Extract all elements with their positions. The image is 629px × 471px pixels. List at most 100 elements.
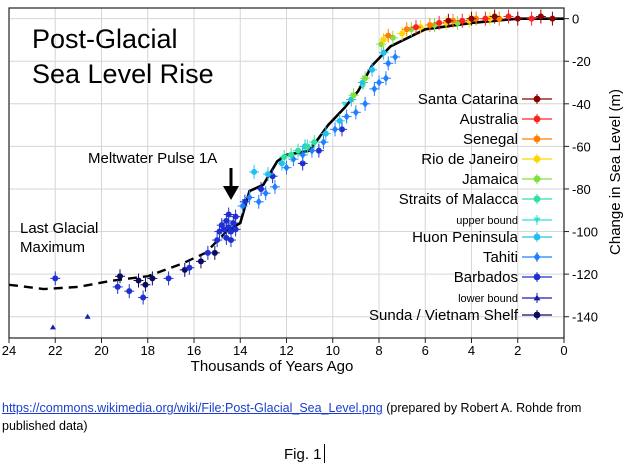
data-point — [311, 139, 318, 146]
data-point — [459, 17, 466, 24]
legend-label: Rio de Janeiro — [421, 151, 518, 168]
legend-marker-icon — [533, 155, 541, 163]
data-point — [186, 264, 193, 271]
y-tick-label: -80 — [572, 182, 591, 197]
trend-dashed-line — [8, 230, 228, 291]
legend-label: Australia — [460, 111, 519, 128]
legend-label: Senegal — [463, 131, 518, 148]
source-link[interactable]: https://commons.wikimedia.org/wiki/File:… — [2, 401, 383, 415]
x-tick-label: 6 — [422, 343, 429, 358]
x-tick-label: 24 — [2, 343, 16, 358]
last-glacial-maximum-label-line-1: Last Glacial — [20, 220, 98, 237]
legend-label: Tahiti — [483, 249, 518, 266]
data-point — [246, 193, 253, 202]
data-point — [445, 17, 452, 24]
data-point — [549, 15, 556, 22]
x-tick-label: 2 — [514, 343, 521, 358]
x-tick-label: 14 — [233, 343, 247, 358]
data-point — [269, 173, 276, 180]
legend-label: Huon Peninsula — [412, 229, 519, 246]
data-point — [336, 117, 343, 124]
data-point — [339, 126, 345, 133]
legend-marker-icon — [533, 294, 541, 301]
text-cursor — [323, 444, 325, 463]
legend-marker-icon — [533, 311, 541, 319]
legend-marker-icon — [533, 175, 541, 183]
data-point — [315, 147, 322, 154]
y-tick-label: -60 — [572, 139, 591, 154]
data-point — [142, 281, 149, 288]
legend-label: upper bound — [456, 215, 518, 227]
data-point — [197, 258, 204, 265]
legend-label: Sunda / Vietnam Shelf — [369, 307, 519, 324]
data-point — [232, 226, 239, 233]
data-points — [49, 9, 558, 330]
x-tick-label: 12 — [279, 343, 293, 358]
y-tick-label: -40 — [572, 97, 591, 112]
meltwater-pulse-arrow-icon — [223, 168, 239, 200]
y-tick-label: -20 — [572, 54, 591, 69]
data-point — [322, 130, 329, 137]
x-axis-ticks: 24 22 20 18 16 14 12 10 8 6 4 2 0 — [2, 338, 568, 358]
data-point — [258, 185, 265, 192]
data-point — [380, 49, 387, 56]
chart-title-line-1: Post-Glacial — [32, 24, 178, 54]
data-point — [114, 283, 121, 290]
data-point — [350, 92, 357, 99]
data-point — [382, 74, 389, 83]
data-point — [204, 249, 211, 256]
data-point — [308, 146, 315, 155]
data-point — [221, 226, 228, 233]
y-tick-label: -100 — [572, 225, 598, 240]
legend-label: Santa Catarina — [418, 91, 519, 108]
legend-marker-icon — [533, 135, 541, 143]
data-point — [299, 160, 306, 167]
data-point — [239, 202, 246, 210]
data-point — [214, 237, 221, 244]
data-point — [223, 234, 230, 241]
y-tick-label: -140 — [572, 310, 598, 325]
data-point — [140, 294, 147, 301]
data-point — [528, 15, 535, 22]
figure-label: Fig. 1 — [284, 444, 325, 463]
data-point — [299, 150, 306, 159]
data-point — [436, 19, 443, 26]
data-point — [332, 125, 339, 134]
legend-label: Jamaica — [462, 171, 519, 188]
data-point — [255, 197, 262, 206]
data-point — [262, 189, 269, 198]
data-point — [126, 288, 133, 295]
x-tick-label: 4 — [468, 343, 475, 358]
y-tick-label: -120 — [572, 267, 598, 282]
meltwater-pulse-label: Meltwater Pulse 1A — [88, 150, 217, 167]
legend-label: Straits of Malacca — [399, 191, 519, 208]
upper-bound-point — [359, 84, 366, 90]
data-point — [288, 151, 295, 158]
legend-marker-icon — [533, 273, 541, 281]
plot-background — [0, 0, 629, 395]
data-point — [281, 154, 288, 161]
data-point — [223, 217, 230, 224]
legend-marker-icon — [533, 233, 541, 241]
y-tick-label: 0 — [572, 12, 579, 27]
data-point — [228, 237, 234, 244]
data-point — [426, 22, 433, 29]
data-point — [468, 15, 475, 22]
data-point — [385, 32, 392, 39]
data-point — [228, 228, 234, 235]
data-point — [304, 143, 311, 150]
data-point — [491, 13, 498, 20]
legend-marker-icon — [533, 252, 541, 262]
legend-label: Barbados — [454, 269, 518, 286]
data-point — [211, 249, 218, 256]
lower-bound-point — [49, 324, 56, 330]
x-tick-label: 10 — [326, 343, 340, 358]
data-point — [343, 112, 350, 121]
chart-title-line-2: Sea Level Rise — [32, 59, 214, 89]
grid-lines — [8, 8, 565, 338]
legend-marker-icon — [533, 115, 541, 123]
x-tick-label: 20 — [94, 343, 108, 358]
data-point — [149, 275, 156, 282]
data-point — [496, 15, 503, 22]
x-tick-label: 18 — [141, 343, 155, 358]
